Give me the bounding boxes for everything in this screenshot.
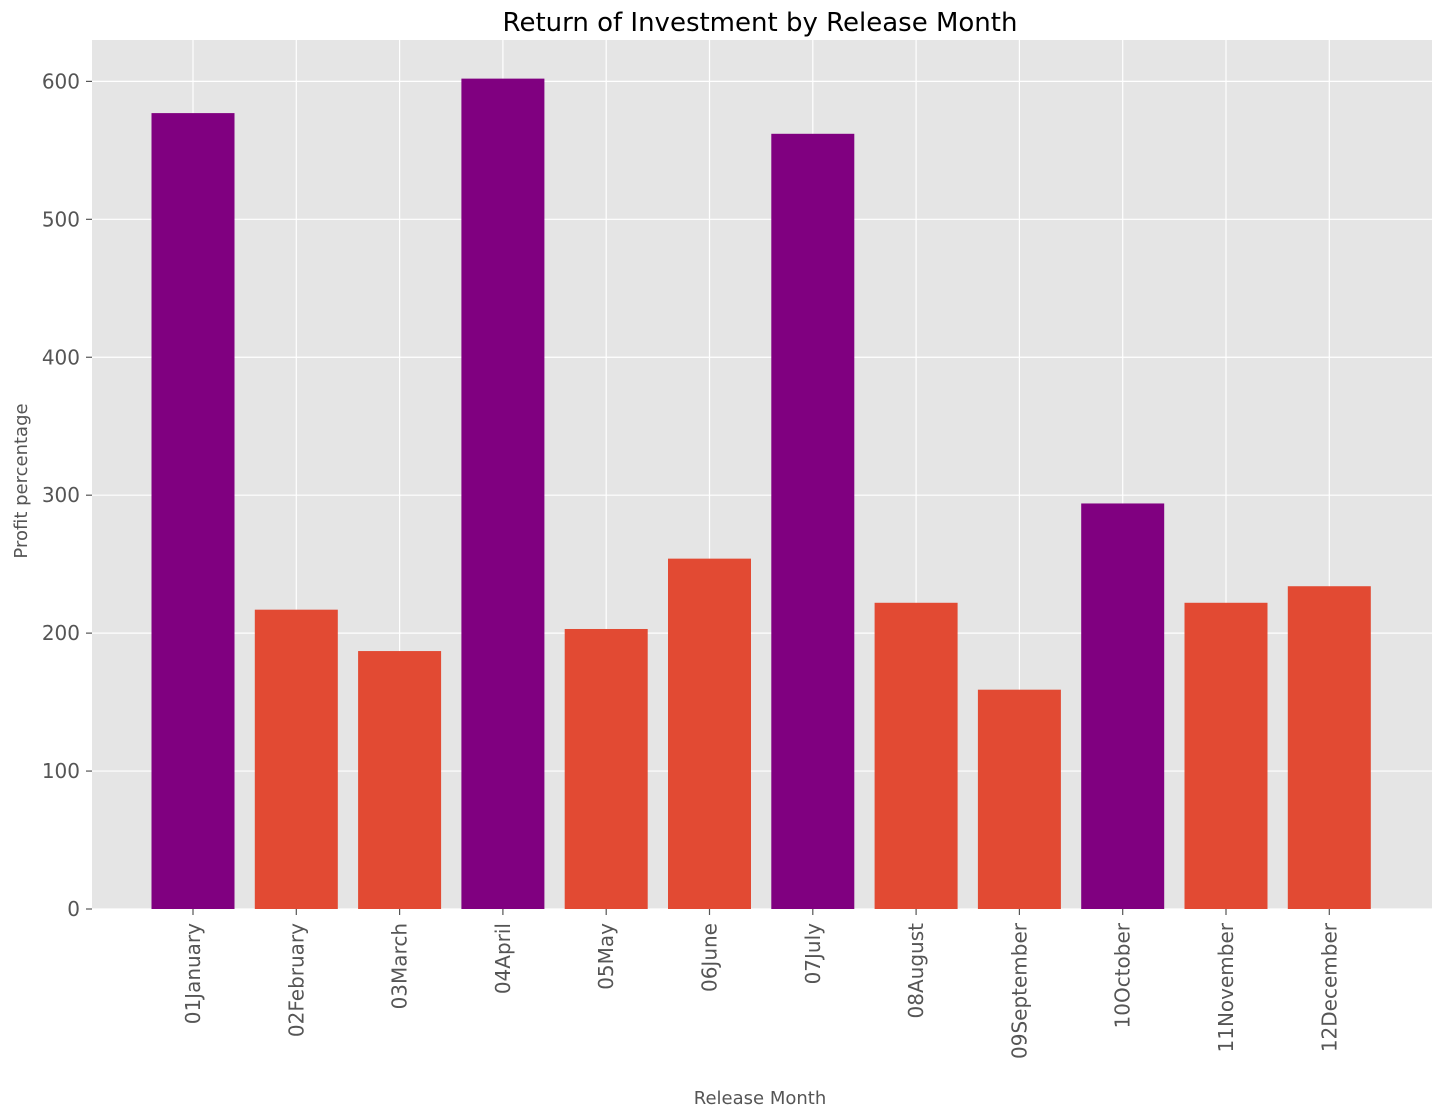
x-tick-label: 03March: [388, 923, 412, 1009]
y-tick-label: 500: [42, 207, 80, 231]
y-tick-label: 0: [67, 897, 80, 921]
x-tick-label: 05May: [594, 923, 618, 990]
bar-06June: [668, 558, 751, 909]
bar-02February: [254, 609, 338, 909]
bar-11November: [1184, 602, 1268, 909]
x-tick-label: 04April: [491, 923, 515, 994]
bar-07July: [771, 133, 855, 910]
bar-10October: [1081, 503, 1165, 909]
x-tick-label: 09September: [1007, 922, 1031, 1059]
y-axis-label: Profit percentage: [11, 403, 32, 558]
y-tick-label: 100: [42, 759, 80, 783]
y-tick-label: 600: [42, 69, 80, 93]
bars: [151, 78, 1371, 910]
y-axis-ticks: 0 100 200 300 400 500 600: [42, 69, 92, 921]
x-tick-label: 02February: [284, 923, 308, 1037]
chart-title: Return of Investment by Release Month: [503, 8, 1018, 38]
bar-03March: [358, 651, 442, 909]
x-tick-label: 08August: [904, 923, 928, 1019]
x-tick-label: 11November: [1214, 922, 1238, 1052]
x-tick-label: 12December: [1317, 922, 1341, 1052]
bar-05May: [564, 628, 648, 909]
x-axis-label: Release Month: [694, 1088, 826, 1109]
y-tick-label: 200: [42, 621, 80, 645]
y-tick-label: 300: [42, 483, 80, 507]
bar-08August: [874, 602, 958, 909]
x-tick-label: 07July: [801, 923, 825, 985]
bar-04April: [461, 78, 545, 910]
x-tick-label: 01January: [181, 923, 205, 1024]
x-axis-ticks: 01January 02February 03March 04April 05May 06…: [181, 909, 1341, 1059]
x-tick-label: 10October: [1111, 922, 1135, 1028]
x-tick-label: 06June: [698, 923, 722, 992]
bar-09September: [977, 689, 1061, 909]
bar-12December: [1287, 586, 1371, 909]
bar-01January: [151, 113, 235, 910]
y-tick-label: 400: [42, 345, 80, 369]
